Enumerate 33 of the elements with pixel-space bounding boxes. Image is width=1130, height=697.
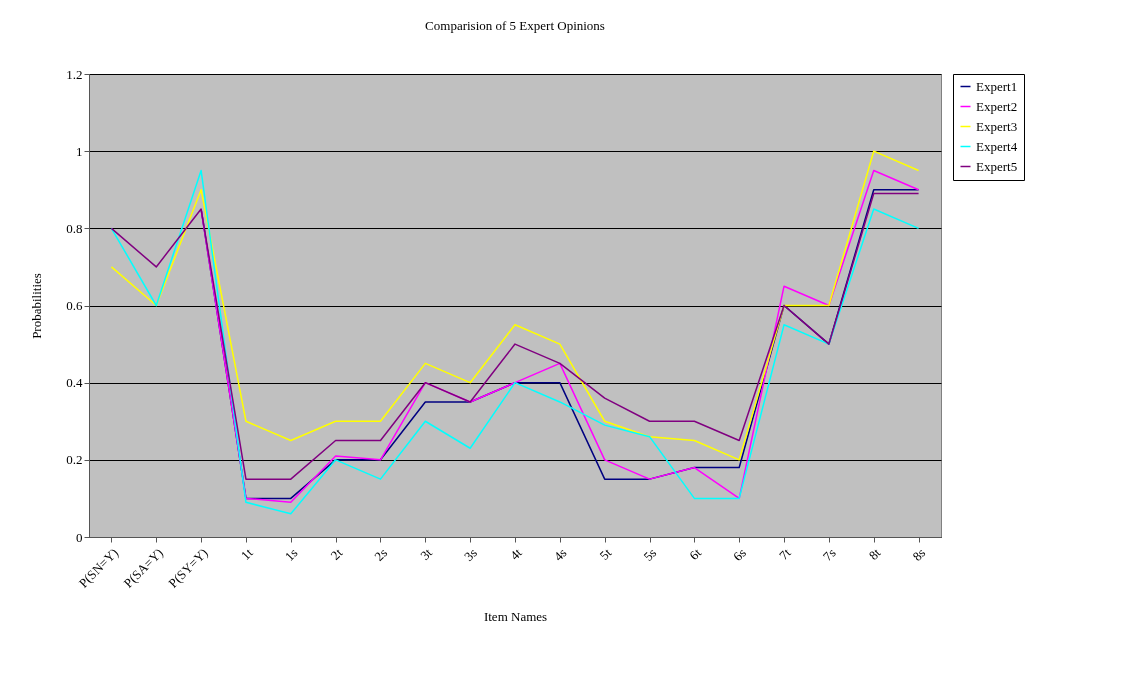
x-axis-title: Item Names — [483, 608, 548, 624]
x-tick-label: 8s — [909, 545, 929, 564]
y-tick-label: 0.2 — [66, 452, 83, 468]
x-tick-label: 2t — [327, 544, 346, 563]
chart-title: Comparision of 5 Expert Opinions — [425, 18, 605, 33]
y-tick-label: 0.6 — [66, 298, 83, 313]
y-axis-title: Probabilities — [29, 273, 45, 339]
x-tick-label: 7s — [819, 545, 839, 564]
line-series — [110, 150, 920, 461]
y-tick-label: 0.4 — [66, 375, 83, 391]
x-tick-label: 6t — [686, 544, 705, 563]
x-tick-label: 1t — [237, 544, 256, 563]
y-tick-label: 1.2 — [66, 66, 83, 82]
x-tick-label: 5s — [640, 545, 660, 564]
x-tick-label: 3s — [461, 545, 480, 564]
y-tick-label: 0 — [76, 529, 83, 545]
line-series — [110, 192, 920, 480]
x-tick-label: 5t — [596, 544, 615, 563]
x-tick-label: 1s — [281, 545, 301, 564]
x-tick-label: 3t — [417, 544, 436, 563]
x-tick-label: 2s — [371, 545, 391, 564]
x-tick-label: 7t — [775, 544, 795, 563]
x-tick-label: 8t — [865, 544, 884, 563]
x-tick-label: 4s — [550, 545, 570, 564]
x-tick-label: 4t — [506, 544, 525, 563]
x-tick-label: 6s — [730, 545, 749, 564]
legend-label: Expert2 — [976, 98, 1018, 114]
y-tick-label: 0.8 — [66, 220, 83, 236]
legend-label: Expert4 — [976, 138, 1018, 154]
legend-label: Expert5 — [976, 158, 1018, 174]
legend-label: Expert1 — [976, 78, 1018, 94]
y-tick-label: 1 — [76, 143, 83, 159]
legend-label: Expert3 — [976, 118, 1018, 134]
